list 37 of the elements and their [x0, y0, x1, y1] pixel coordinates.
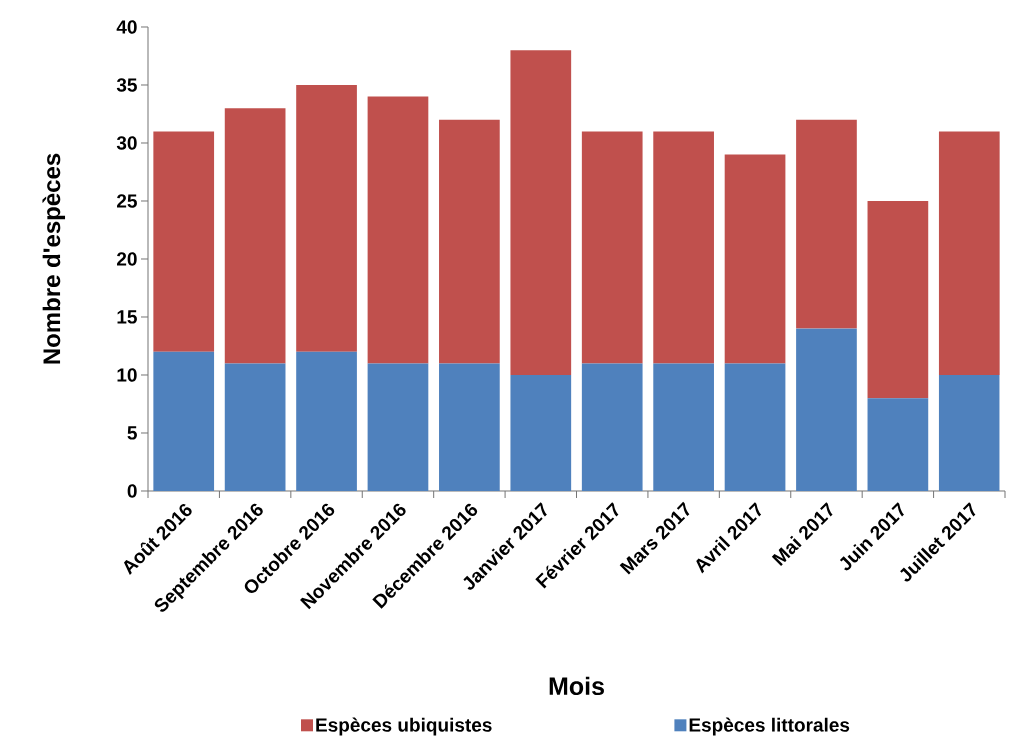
- bar: [581, 131, 643, 364]
- bar: [938, 131, 1000, 375]
- bar: [153, 351, 215, 491]
- bar: [296, 351, 357, 491]
- y-tick-label: 40: [116, 20, 137, 34]
- y-tick-label: 5: [127, 426, 137, 440]
- legend-label: Espèces ubiquistes: [316, 717, 492, 736]
- y-tick-label: 30: [116, 136, 137, 150]
- bar: [796, 328, 857, 491]
- bar: [724, 363, 786, 491]
- bar: [653, 363, 714, 491]
- bar: [153, 131, 215, 352]
- y-tick-label: 10: [117, 368, 137, 382]
- bar: [510, 374, 572, 491]
- legend-label: Espèces littorales: [689, 717, 850, 736]
- bar: [653, 131, 714, 364]
- bar: [367, 363, 429, 491]
- bar: [224, 108, 286, 364]
- bar: [796, 119, 857, 329]
- y-axis-title: Nombre d'espèces: [42, 153, 66, 364]
- y-tick-label: 20: [117, 252, 137, 266]
- bar: [724, 154, 786, 364]
- bar: [439, 119, 500, 364]
- bar: [867, 200, 929, 399]
- bar: [296, 85, 357, 352]
- bar: [367, 96, 429, 364]
- bar: [510, 50, 572, 375]
- bar: [938, 374, 1000, 491]
- bar: [581, 363, 643, 491]
- bar: [867, 398, 929, 491]
- y-tick-label: 15: [117, 310, 137, 324]
- y-tick-label: 35: [116, 78, 137, 92]
- bar: [224, 363, 286, 491]
- bar: [439, 363, 500, 491]
- x-axis-title: Mois: [549, 676, 604, 696]
- y-tick-label: 0: [127, 484, 137, 498]
- y-tick-label: 25: [117, 194, 137, 208]
